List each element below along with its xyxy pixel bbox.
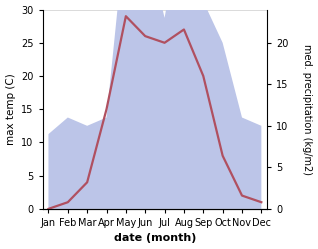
- Y-axis label: med. precipitation (kg/m2): med. precipitation (kg/m2): [302, 44, 313, 175]
- X-axis label: date (month): date (month): [114, 234, 196, 244]
- Y-axis label: max temp (C): max temp (C): [5, 73, 16, 145]
